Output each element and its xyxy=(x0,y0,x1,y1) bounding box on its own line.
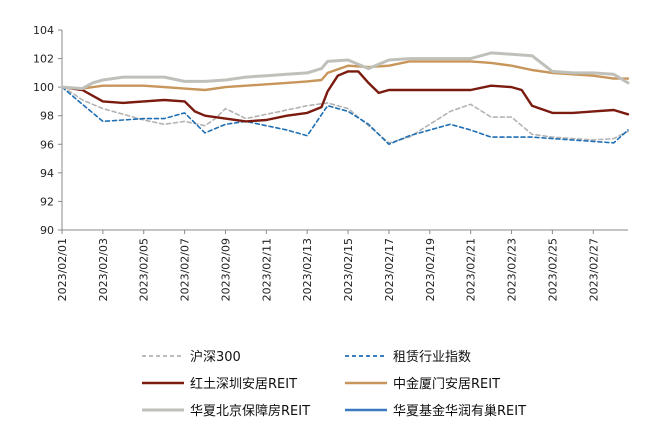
series-line-4 xyxy=(60,51,630,91)
series-line-1 xyxy=(61,86,629,146)
x-tick-label: 2023/02/25 xyxy=(546,238,559,301)
x-tick-label: 2023/02/19 xyxy=(424,238,437,301)
axes: 90 92 94 96 98 100 102 104 2023/02/01 2023/02/03 2… xyxy=(33,24,628,301)
x-tick-label: 2023/02/07 xyxy=(179,238,192,301)
series-line-2 xyxy=(60,70,630,123)
x-tick-label: 2023/02/21 xyxy=(465,238,478,301)
y-tick-label: 92 xyxy=(40,195,54,208)
x-tick-label: 2023/02/15 xyxy=(342,238,355,301)
series-line-0 xyxy=(61,86,629,144)
legend-label-5: 华夏基金华润有巢REIT xyxy=(393,403,526,419)
y-tick-label: 104 xyxy=(33,24,54,37)
y-tick-label: 102 xyxy=(33,53,54,66)
x-tick-label: 2023/02/09 xyxy=(219,238,232,301)
x-tick-label: 2023/02/13 xyxy=(301,238,314,301)
y-tick-label: 100 xyxy=(33,81,54,94)
legend-label-1: 租赁行业指数 xyxy=(393,350,471,365)
y-tick-label: 98 xyxy=(40,110,54,123)
x-tick-label: 2023/02/03 xyxy=(97,238,110,301)
legend-label-3: 中金厦门安居REIT xyxy=(393,376,500,392)
legend-label-4: 华夏北京保障房REIT xyxy=(190,403,310,419)
series-lines xyxy=(60,51,630,146)
legend-label-2: 红土深圳安居REIT xyxy=(190,376,297,392)
x-tick-label: 2023/02/05 xyxy=(138,238,151,301)
x-tick-label: 2023/02/27 xyxy=(587,238,600,301)
x-tick-label: 2023/02/11 xyxy=(260,238,273,301)
y-tick-label: 90 xyxy=(40,224,54,237)
y-tick-label: 94 xyxy=(40,167,54,180)
x-tick-label: 2023/02/23 xyxy=(506,238,519,301)
x-tick-label: 2023/02/17 xyxy=(383,238,396,301)
series-line-3 xyxy=(60,60,630,92)
legend-label-0: 沪深300 xyxy=(190,349,241,365)
x-tick-label: 2023/02/01 xyxy=(56,238,69,301)
y-tick-label: 96 xyxy=(40,138,54,151)
